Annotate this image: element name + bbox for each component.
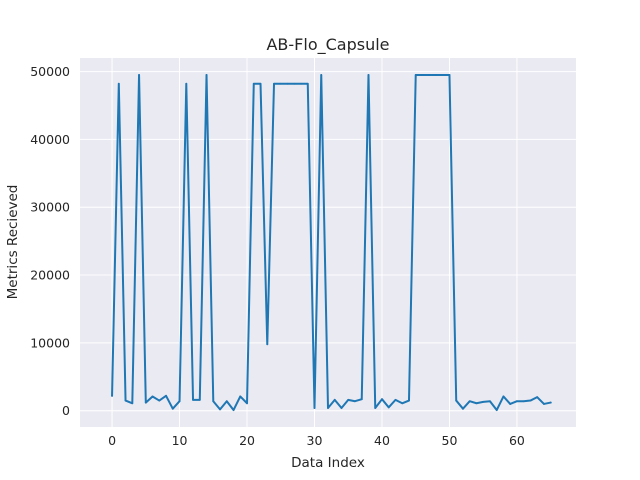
data-point [300, 82, 302, 85]
data-point [394, 398, 397, 401]
data-point [327, 407, 329, 409]
data-point [266, 343, 269, 346]
data-point [185, 82, 188, 85]
data-point [543, 403, 545, 405]
data-point [462, 407, 464, 410]
data-point [232, 409, 235, 411]
data-point [536, 396, 539, 399]
data-point [239, 395, 242, 398]
data-point [178, 400, 181, 403]
y-tick-labels: 0 10000 20000 30000 40000 50000 [30, 64, 70, 418]
data-point [144, 401, 147, 404]
data-points [111, 74, 552, 411]
data-point [306, 82, 309, 85]
data-point [151, 395, 154, 398]
x-tick-label: 30 [307, 433, 323, 448]
data-point [131, 402, 134, 405]
data-point [502, 395, 505, 398]
data-point [205, 74, 208, 76]
data-point [124, 399, 127, 402]
x-tick-label: 10 [172, 433, 188, 448]
data-point [347, 398, 350, 401]
data-point [381, 398, 383, 401]
data-point [435, 74, 437, 76]
data-point [165, 394, 167, 397]
data-point [313, 407, 316, 409]
data-point [286, 82, 289, 85]
data-point [252, 82, 255, 85]
data-point [192, 398, 194, 401]
data-point [468, 400, 471, 403]
data-point [340, 407, 343, 409]
data-point [529, 399, 532, 402]
data-point [475, 402, 478, 405]
grid-lines [80, 58, 576, 427]
y-tick-label: 10000 [30, 335, 70, 350]
data-point [279, 82, 282, 85]
data-point [117, 82, 120, 85]
data-point [111, 394, 113, 397]
data-point [522, 400, 525, 403]
data-point [489, 400, 491, 403]
y-axis-label: Metrics Recieved [5, 185, 21, 300]
data-point [198, 398, 201, 401]
data-point [360, 398, 363, 401]
data-point [428, 74, 431, 76]
data-point [333, 398, 336, 401]
data-point [225, 400, 228, 403]
y-tick-label: 40000 [30, 132, 70, 147]
y-tick-label: 0 [62, 403, 70, 418]
data-point [158, 399, 161, 402]
series-line [111, 73, 552, 412]
data-point [374, 407, 377, 409]
x-tick-label: 0 [108, 433, 116, 448]
data-point [293, 82, 296, 85]
data-point [259, 82, 262, 85]
data-point [509, 403, 512, 405]
data-point [441, 74, 444, 76]
x-axis-label: Data Index [291, 455, 365, 471]
data-point [516, 400, 518, 403]
x-tick-label: 60 [509, 433, 525, 448]
data-point [212, 400, 215, 403]
data-point [448, 74, 451, 76]
data-point [408, 399, 410, 402]
x-tick-labels: 0 10 20 30 40 50 60 [108, 433, 525, 448]
data-point [354, 400, 356, 403]
data-point [549, 401, 552, 404]
data-point [387, 406, 390, 409]
data-point [414, 74, 417, 76]
x-tick-label: 40 [374, 433, 390, 448]
y-tick-label: 30000 [30, 200, 70, 215]
data-point [455, 399, 458, 402]
data-point [320, 74, 323, 76]
data-point [401, 402, 404, 405]
y-tick-label: 50000 [30, 64, 70, 79]
data-point [482, 401, 485, 403]
data-point [246, 402, 248, 405]
y-tick-label: 20000 [30, 268, 70, 283]
data-point [421, 74, 424, 76]
data-point [367, 74, 370, 76]
data-point [219, 408, 221, 411]
chart-title: AB-Flo_Capsule [266, 35, 389, 55]
data-point [171, 407, 174, 410]
x-tick-label: 50 [442, 433, 458, 448]
data-point [273, 82, 275, 85]
data-point [138, 74, 140, 76]
x-tick-label: 20 [239, 433, 255, 448]
data-point [495, 409, 498, 411]
